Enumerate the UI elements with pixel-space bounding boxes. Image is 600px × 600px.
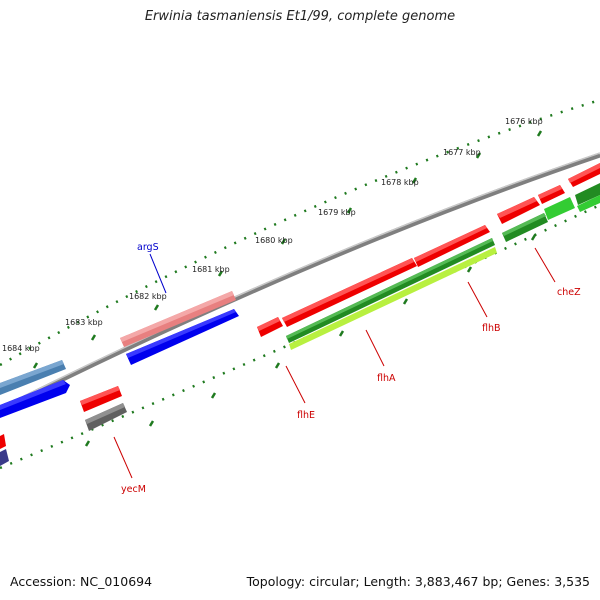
gene-feature[interactable] [544, 197, 575, 220]
genome-backbone [0, 152, 600, 413]
gene-label-cheZ[interactable]: cheZ [557, 287, 581, 298]
ruler-label: 1684 kbp [2, 344, 40, 353]
upper-genes [0, 163, 600, 418]
label-leaders [113, 247, 556, 479]
ruler-label: 1680 kbp [255, 236, 293, 245]
lower-left-genes [0, 386, 127, 466]
inner-major-ticks [84, 234, 537, 447]
genome-summary-text: Topology: circular; Length: 3,883,467 bp… [246, 574, 590, 589]
gene-label-argS[interactable]: argS [137, 242, 159, 253]
gene-feature-flhA-yellow[interactable] [289, 247, 497, 350]
accession-text: Accession: NC_010694 [10, 574, 153, 589]
ruler-label: 1679 kbp [318, 208, 356, 217]
gene-feature[interactable] [575, 183, 600, 205]
gene-label-flhA[interactable]: flhA [377, 373, 396, 384]
ruler-label: 1681 kbp [192, 265, 230, 274]
ruler-label: 1677 kbp [443, 148, 481, 157]
outer-ruler [0, 98, 600, 367]
gene-label-flhB[interactable]: flhB [482, 323, 501, 334]
gene-label-flhE[interactable]: flhE [297, 410, 315, 421]
lower-genes [286, 183, 600, 350]
map-title: Erwinia tasmaniensis Et1/99, complete ge… [144, 9, 456, 24]
gene-feature[interactable] [0, 380, 70, 418]
outer-major-ticks [32, 130, 543, 369]
gene-feature-argS[interactable] [126, 309, 239, 365]
gene-feature[interactable] [0, 434, 6, 449]
ruler-label: 1676 kbp [505, 117, 543, 126]
gene-label-yecM[interactable]: yecM [121, 484, 146, 495]
ruler-label: 1683 kbp [65, 318, 103, 327]
ruler-label: 1682 kbp [129, 292, 167, 301]
ruler-label: 1678 kbp [381, 178, 419, 187]
gene-feature[interactable] [0, 449, 9, 466]
